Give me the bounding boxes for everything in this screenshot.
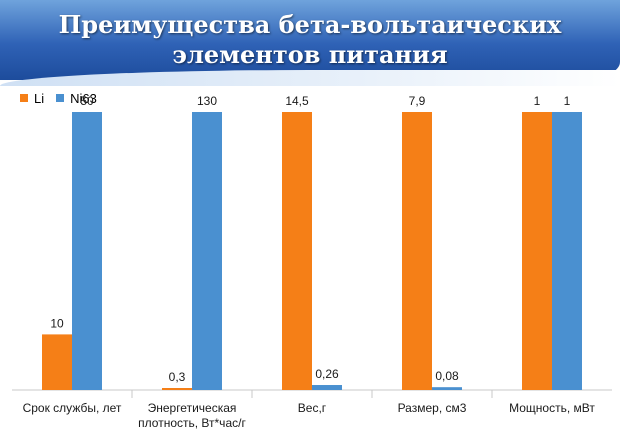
data-label-ni63-0: 50 <box>80 94 94 108</box>
category-label-0: Срок службы, лет <box>23 401 122 415</box>
data-label-li-0: 10 <box>50 316 64 330</box>
data-label-li-2: 14,5 <box>285 94 309 108</box>
bar-li-3 <box>402 112 432 390</box>
data-label-li-1: 0,3 <box>169 370 186 384</box>
data-label-ni63-3: 0,08 <box>435 369 459 383</box>
bar-ni63-4 <box>552 112 582 390</box>
title-line-1: Преимущества бета-вольтаических <box>58 10 562 39</box>
title-line-2: элементов питания <box>172 40 448 69</box>
legend-label-ni63: Ni63 <box>70 90 97 106</box>
category-label-2: Вес,г <box>298 401 327 415</box>
category-label-1: плотность, Вт*час/г <box>138 416 246 430</box>
bar-ni63-2 <box>312 385 342 390</box>
bar-li-2 <box>282 112 312 390</box>
bar-ni63-1 <box>192 112 222 390</box>
legend-item-ni63: Ni63 <box>56 91 97 106</box>
bar-li-0 <box>42 334 72 390</box>
category-label-3: Размер, см3 <box>398 401 467 415</box>
slide-title: Преимущества бета-вольтаических элементо… <box>0 10 620 70</box>
bar-li-1 <box>162 388 192 390</box>
legend-swatch-ni63 <box>56 94 65 102</box>
data-label-ni63-4: 1 <box>564 94 571 108</box>
data-label-ni63-2: 0,26 <box>315 367 339 381</box>
legend-label-li: Li <box>34 90 45 106</box>
chart-legend: Li Ni63 <box>20 90 109 106</box>
category-label-4: Мощность, мВт <box>509 401 595 415</box>
bar-ni63-0 <box>72 112 102 390</box>
category-label-1: Энергетическая <box>148 401 237 415</box>
data-label-li-3: 7,9 <box>409 94 426 108</box>
legend-swatch-li <box>20 94 28 102</box>
legend-item-li: Li <box>20 91 44 106</box>
data-label-li-4: 1 <box>534 94 541 108</box>
title-banner <box>0 0 620 80</box>
bar-li-4 <box>522 112 552 390</box>
banner-swoosh <box>0 70 620 86</box>
data-label-ni63-1: 130 <box>197 94 217 108</box>
bar-ni63-3 <box>432 387 462 390</box>
